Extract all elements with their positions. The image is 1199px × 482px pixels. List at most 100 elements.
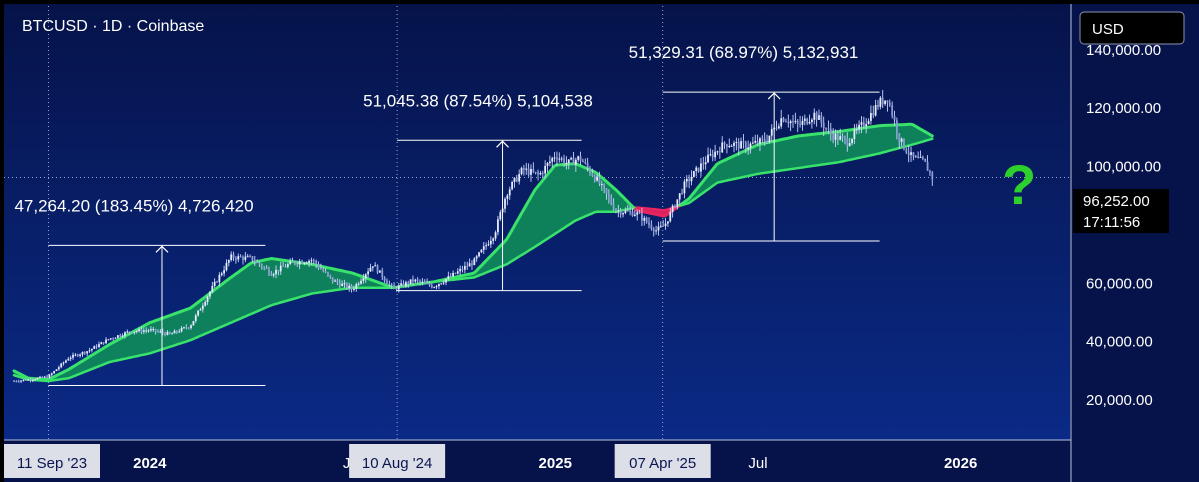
candle-body-357 [855, 129, 858, 131]
candle-body-204 [494, 232, 497, 239]
candle-body-257 [619, 210, 622, 215]
candle-body-92 [230, 254, 233, 261]
candle-body-106 [263, 267, 266, 269]
y-tick-label-6: 140,000.00 [1086, 42, 1161, 59]
candle-body-191 [463, 266, 466, 270]
candle-body-385 [921, 156, 924, 159]
candle-body-150 [367, 271, 369, 275]
candle-body-274 [659, 225, 662, 227]
candle-body-28 [79, 354, 81, 356]
candle-body-349 [836, 133, 839, 140]
candle-body-356 [853, 129, 856, 139]
x-highlight-box-2 [614, 444, 711, 478]
candle-body-97 [242, 257, 244, 260]
candle-body-152 [371, 266, 374, 268]
candle-body-25 [72, 354, 74, 358]
candle-body-52 [135, 331, 138, 333]
candle-body-112 [277, 269, 280, 272]
candle-body-162 [395, 287, 398, 290]
candle-body-41 [109, 338, 112, 340]
candle-body-26 [74, 354, 77, 356]
candle-body-64 [164, 332, 166, 335]
candle-body-362 [867, 120, 870, 125]
candle-body-40 [107, 339, 110, 341]
candle-body-260 [626, 210, 629, 212]
candle-body-3 [20, 380, 22, 382]
candle-body-188 [456, 271, 459, 274]
candle-body-281 [676, 199, 679, 208]
candle-body-34 [93, 346, 96, 349]
candle-body-83 [209, 291, 211, 297]
candle-body-76 [192, 321, 195, 326]
candle-body-143 [350, 285, 353, 290]
candle-body-306 [735, 142, 738, 144]
candle-body-354 [848, 143, 851, 146]
candle-body-360 [862, 122, 865, 127]
candle-body-10 [36, 377, 39, 380]
candle-body-326 [782, 118, 785, 122]
candle-body-71 [180, 327, 183, 332]
candle-body-202 [489, 240, 492, 245]
candle-body-384 [919, 156, 922, 158]
candle-body-333 [799, 123, 801, 125]
candle-body-252 [607, 193, 610, 198]
candle-body-22 [65, 360, 67, 363]
candle-body-139 [341, 283, 344, 286]
candle-body-335 [803, 118, 806, 121]
candle-body-273 [657, 226, 660, 231]
candle-body-227 [548, 161, 551, 164]
question-mark-annotation: ? [1002, 153, 1036, 216]
candle-body-309 [742, 141, 745, 143]
range-label-1: 51,045.38 (87.54%) 5,104,538 [363, 91, 593, 110]
candle-body-62 [159, 331, 162, 333]
range-measurements: 47,264.20 (183.45%) 4,726,420 51,045.38 (… [14, 43, 880, 386]
candle-body-366 [877, 105, 879, 107]
candle-body-342 [820, 115, 823, 123]
candle-body-216 [522, 167, 525, 170]
candle-body-89 [223, 270, 225, 274]
candle-body-312 [749, 143, 752, 148]
candle-body-381 [912, 152, 915, 157]
candle-body-4 [22, 379, 25, 381]
candle-body-132 [324, 271, 327, 273]
ema-cloud-segment-0 [14, 163, 634, 381]
candle-body-104 [258, 262, 261, 265]
candle-body-229 [553, 157, 556, 159]
currency-button[interactable]: USD [1079, 11, 1185, 45]
candle-body-5 [24, 379, 27, 381]
candle-body-175 [426, 282, 429, 284]
candle-body-279 [671, 205, 674, 212]
y-tick-label-0: 20,000.00 [1086, 392, 1153, 409]
candle-body-103 [256, 261, 259, 263]
x-tick-label-2: 2025 [539, 455, 572, 472]
candle-body-262 [631, 211, 634, 216]
candle-body-74 [187, 327, 190, 329]
candle-body-87 [218, 274, 221, 283]
candle-body-94 [235, 258, 237, 260]
candle-body-36 [98, 344, 100, 348]
candle-body-337 [808, 122, 811, 124]
candle-body-320 [768, 135, 771, 143]
candle-body-379 [907, 152, 910, 155]
candle-body-224 [541, 172, 544, 174]
candle-body-295 [709, 154, 712, 156]
candle-body-268 [645, 217, 648, 223]
candle-body-122 [301, 261, 303, 264]
candle-body-287 [690, 177, 693, 182]
candle-body-75 [190, 325, 192, 328]
candle-body-315 [756, 140, 759, 144]
candle-body-177 [430, 285, 433, 288]
range-arrow-head-1 [496, 140, 509, 148]
x-tick-label-4: 2026 [944, 455, 977, 472]
candle-body-86 [216, 281, 218, 283]
candle-body-194 [471, 263, 473, 266]
ema-slow-line-2 [678, 137, 934, 208]
candle-body-370 [886, 100, 889, 103]
candle-body-19 [57, 367, 60, 370]
candle-body-388 [929, 170, 931, 173]
candle-body-316 [759, 138, 761, 144]
chart-symbol-title: BTCUSD · 1D · Coinbase [22, 18, 204, 35]
candle-body-21 [62, 362, 65, 364]
